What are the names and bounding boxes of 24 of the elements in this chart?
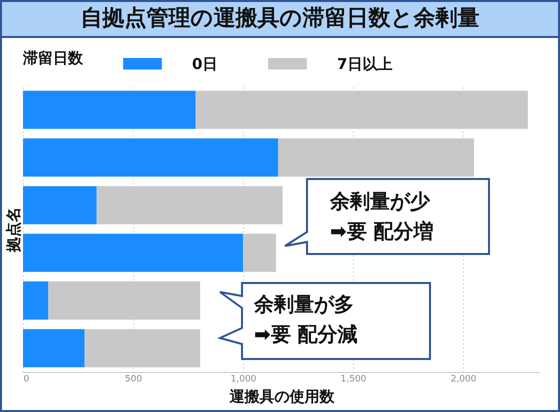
bar bbox=[23, 186, 97, 224]
legend-label: 0日 bbox=[192, 54, 218, 73]
x-tick-label: 2,000 bbox=[450, 374, 477, 384]
bar bbox=[243, 234, 276, 272]
bar bbox=[84, 329, 200, 368]
chart-title: 自拠点管理の運搬具の滞留日数と余剰量 bbox=[2, 2, 558, 38]
legend-title: 滞留日数 bbox=[22, 49, 84, 67]
annotation: 余剰量が多 ➡要 配分減 bbox=[254, 291, 358, 348]
x-axis-title: 運搬具の使用数 bbox=[228, 388, 336, 406]
bar bbox=[23, 138, 278, 177]
bar bbox=[196, 90, 528, 129]
bar bbox=[23, 281, 48, 320]
y-axis-title: 拠点名 bbox=[4, 207, 22, 253]
x-tick-label: 1,500 bbox=[340, 374, 367, 384]
x-tick-label: 1,000 bbox=[230, 374, 257, 384]
bar bbox=[23, 329, 85, 368]
x-tick-label: 500 bbox=[124, 374, 142, 384]
bar bbox=[96, 186, 283, 224]
x-tick-label: 0 bbox=[24, 374, 30, 384]
bar bbox=[23, 234, 243, 272]
legend-label: 7日以上 bbox=[337, 54, 392, 73]
bar bbox=[23, 90, 196, 129]
annotation: 余剰量が少 ➡要 配分増 bbox=[330, 188, 434, 245]
bar bbox=[48, 281, 200, 320]
